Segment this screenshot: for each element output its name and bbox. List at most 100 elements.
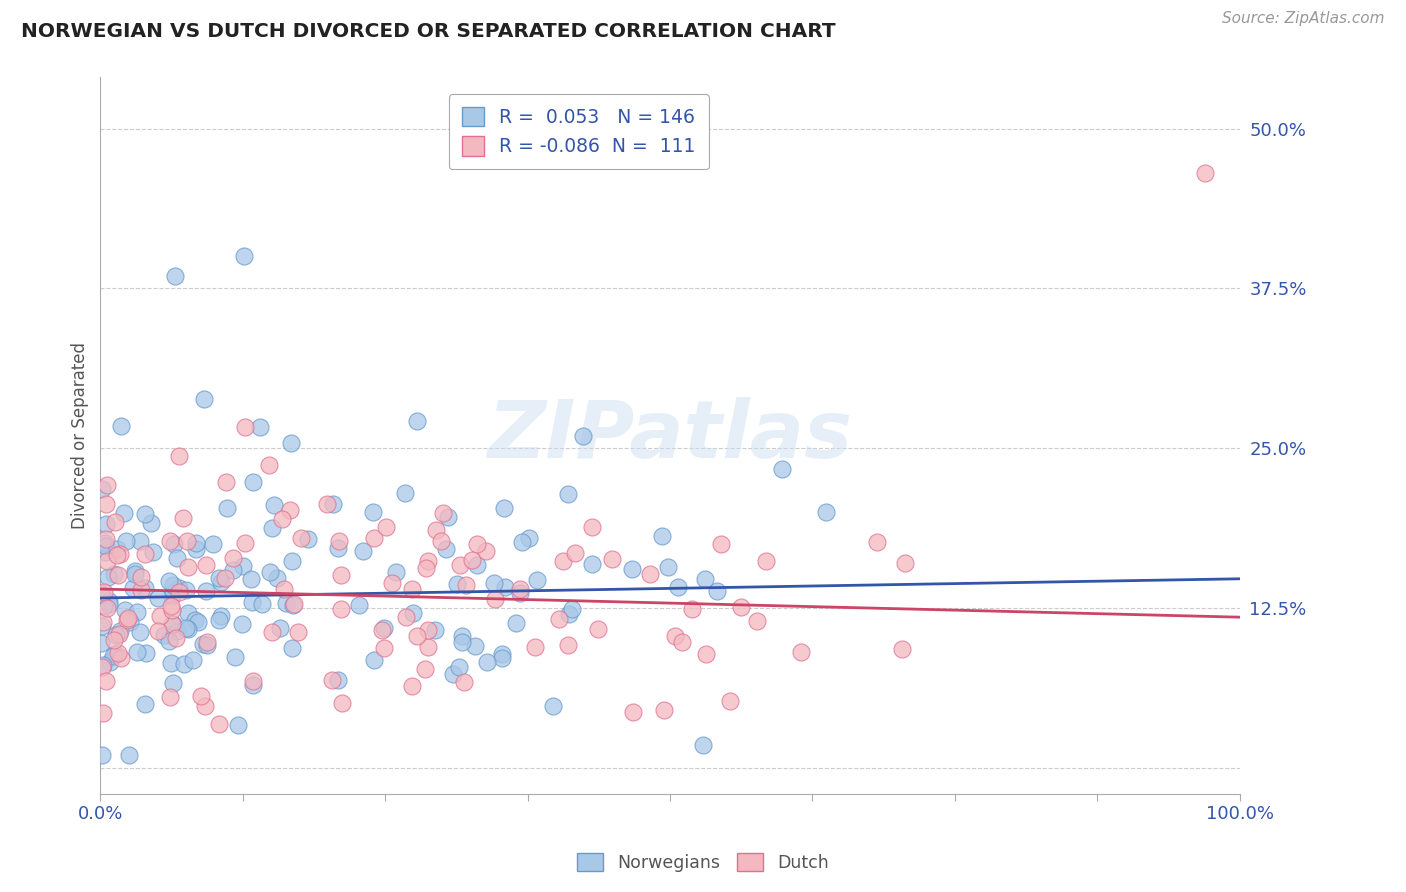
Dutch [190,689,212,703]
Norwegians [96,517,118,532]
Norwegians [162,577,184,591]
Dutch [373,640,395,655]
Dutch [149,609,172,624]
Norwegians [394,486,416,500]
Norwegians [98,597,121,611]
Dutch [167,584,190,599]
Norwegians [174,582,197,597]
Dutch [93,706,115,720]
Norwegians [363,505,385,519]
Dutch [271,511,294,525]
Dutch [193,699,215,714]
Norwegians [193,637,215,651]
Norwegians [166,551,188,566]
Norwegians [373,622,395,636]
Legend: R =  0.053   N = 146, R = -0.086  N =  111: R = 0.053 N = 146, R = -0.086 N = 111 [449,94,709,169]
Norwegians [114,533,136,548]
Dutch [172,511,194,525]
Dutch [866,535,889,549]
Dutch [790,645,813,659]
Dutch [475,543,498,558]
Norwegians [510,534,533,549]
Dutch [1194,166,1216,180]
Norwegians [128,534,150,549]
Dutch [328,534,350,549]
Dutch [283,597,305,611]
Norwegians [94,539,117,553]
Dutch [551,554,574,568]
Norwegians [447,660,470,674]
Dutch [110,650,132,665]
Dutch [233,420,256,434]
Dutch [890,641,912,656]
Norwegians [177,623,200,637]
Norwegians [815,504,838,518]
Norwegians [134,697,156,711]
Norwegians [193,392,215,406]
Norwegians [451,629,474,643]
Norwegians [201,536,224,550]
Norwegians [262,521,284,535]
Norwegians [91,618,114,632]
Dutch [94,532,117,546]
Dutch [413,662,436,676]
Norwegians [90,636,112,650]
Norwegians [118,748,141,763]
Norwegians [269,621,291,635]
Dutch [755,554,778,568]
Dutch [671,635,693,649]
Norwegians [215,500,238,515]
Dutch [363,531,385,545]
Norwegians [187,615,209,629]
Norwegians [91,748,114,763]
Norwegians [103,566,125,581]
Dutch [146,624,169,639]
Dutch [430,533,453,548]
Norwegians [558,607,581,621]
Norwegians [352,544,374,558]
Norwegians [157,633,180,648]
Dutch [159,690,181,704]
Dutch [547,612,569,626]
Norwegians [166,624,188,639]
Norwegians [208,571,231,585]
Dutch [96,478,118,492]
Dutch [623,705,645,719]
Norwegians [177,606,200,620]
Dutch [103,632,125,647]
Dutch [104,515,127,529]
Norwegians [134,507,156,521]
Norwegians [491,647,513,661]
Dutch [432,506,454,520]
Dutch [167,449,190,463]
Dutch [117,611,139,625]
Dutch [262,625,284,640]
Norwegians [692,738,714,752]
Dutch [107,626,129,640]
Dutch [162,602,184,616]
Norwegians [167,582,190,596]
Norwegians [174,620,197,634]
Dutch [564,546,586,560]
Dutch [894,556,917,570]
Dutch [194,558,217,572]
Y-axis label: Divorced or Separated: Divorced or Separated [72,342,89,529]
Norwegians [281,641,304,656]
Dutch [581,520,603,534]
Dutch [165,631,187,645]
Dutch [91,660,114,674]
Dutch [177,559,200,574]
Dutch [107,646,129,660]
Norwegians [121,582,143,596]
Dutch [401,679,423,693]
Norwegians [232,558,254,573]
Dutch [159,599,181,613]
Dutch [425,523,447,537]
Dutch [287,624,309,639]
Norwegians [281,599,304,613]
Dutch [467,537,489,551]
Dutch [638,566,661,581]
Norwegians [97,594,120,608]
Norwegians [482,576,505,591]
Norwegians [242,475,264,489]
